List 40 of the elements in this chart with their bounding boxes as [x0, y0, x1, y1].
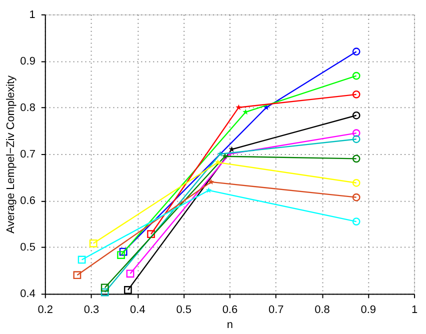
x-tick-label: 0.7: [268, 304, 284, 316]
point: [147, 230, 155, 238]
point: [352, 135, 360, 144]
point: [126, 270, 134, 278]
point: [352, 90, 360, 98]
point: [352, 129, 360, 138]
point: [228, 146, 235, 152]
x-tick-label: 1: [411, 304, 418, 316]
point: [352, 48, 360, 56]
point: [236, 104, 242, 110]
point: [352, 72, 360, 80]
x-tick-label: 0.3: [84, 304, 100, 316]
y-tick-label: 1: [29, 8, 36, 21]
y-tick-label: 0.7: [20, 148, 36, 161]
x-tick-label: 0.6: [222, 304, 238, 316]
y-tick-label: 0.4: [20, 288, 36, 300]
x-tick-label: 0.4: [130, 304, 146, 316]
y-tick-label: 0.9: [20, 55, 36, 68]
point: [352, 154, 360, 163]
point: [89, 239, 98, 248]
point: [117, 251, 125, 260]
point: [352, 178, 360, 187]
x-tick-label: 0.8: [314, 304, 330, 316]
point: [352, 193, 360, 202]
point: [352, 111, 360, 120]
point: [73, 271, 82, 280]
point: [119, 248, 128, 256]
x-axis-title: n: [226, 319, 234, 332]
x-tick-label: 0.2: [38, 304, 54, 316]
y-tick-label: 0.8: [20, 102, 36, 114]
x-tick-label: 0.9: [360, 304, 376, 316]
point: [100, 288, 109, 296]
point: [100, 284, 109, 292]
point: [352, 218, 360, 226]
y-tick-label: 0.5: [20, 242, 36, 254]
x-tick-label: 0.5: [176, 304, 192, 316]
point: [124, 286, 132, 294]
y-tick-label: 0.6: [20, 195, 36, 208]
point: [78, 256, 86, 264]
y-axis-title: Average Lempel−Ziv Complexity: [5, 75, 18, 234]
